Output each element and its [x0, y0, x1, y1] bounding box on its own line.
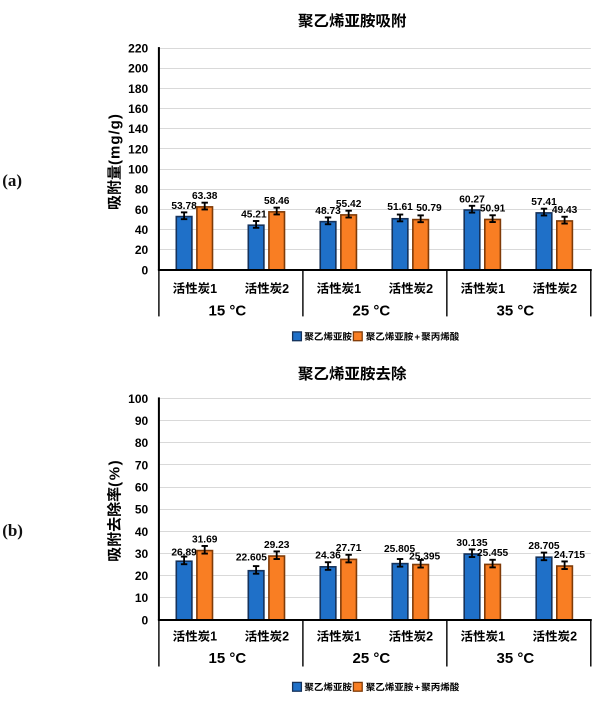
svg-text:(%): (%) — [107, 459, 124, 487]
svg-text:49.43: 49.43 — [552, 205, 578, 216]
svg-text:50: 50 — [135, 503, 149, 517]
svg-text:1: 1 — [210, 630, 217, 644]
svg-text:30.135: 30.135 — [456, 538, 487, 549]
svg-text:60: 60 — [135, 203, 149, 217]
svg-text:50.79: 50.79 — [416, 203, 442, 214]
svg-text:2: 2 — [570, 282, 577, 296]
svg-text:70: 70 — [135, 458, 149, 472]
svg-text:26.89: 26.89 — [171, 547, 197, 558]
svg-text:29.23: 29.23 — [264, 540, 290, 551]
svg-text:180: 180 — [128, 82, 148, 96]
svg-text:24.715: 24.715 — [554, 550, 585, 561]
svg-text:160: 160 — [128, 102, 148, 116]
svg-text:35 °C: 35 °C — [496, 650, 534, 667]
svg-text:20: 20 — [135, 569, 149, 583]
svg-text:20: 20 — [135, 243, 149, 257]
svg-text:35 °C: 35 °C — [496, 302, 534, 319]
svg-text:140: 140 — [128, 122, 148, 136]
svg-text:53.78: 53.78 — [171, 201, 197, 212]
svg-text:2: 2 — [426, 630, 433, 644]
svg-text:63.38: 63.38 — [192, 191, 218, 202]
svg-text:58.46: 58.46 — [264, 196, 290, 207]
svg-text:55.42: 55.42 — [336, 199, 362, 210]
svg-text:1: 1 — [354, 630, 361, 644]
svg-text:22.605: 22.605 — [236, 553, 267, 564]
svg-text:2: 2 — [282, 630, 289, 644]
svg-text:25.395: 25.395 — [409, 551, 440, 562]
svg-text:2: 2 — [426, 282, 433, 296]
svg-text:0: 0 — [142, 263, 149, 277]
svg-text:+: + — [415, 682, 421, 693]
svg-text:(b): (b) — [2, 521, 23, 540]
svg-text:80: 80 — [135, 436, 149, 450]
svg-text:1: 1 — [498, 630, 505, 644]
svg-text:57.41: 57.41 — [531, 197, 557, 208]
svg-text:120: 120 — [128, 142, 148, 156]
svg-text:100: 100 — [128, 163, 148, 177]
svg-text:1: 1 — [210, 282, 217, 296]
svg-text:30: 30 — [135, 547, 149, 561]
svg-text:28.705: 28.705 — [528, 541, 559, 552]
svg-text:220: 220 — [128, 42, 148, 56]
svg-text:25.455: 25.455 — [477, 548, 508, 559]
svg-text:90: 90 — [135, 414, 149, 428]
svg-text:100: 100 — [128, 392, 148, 406]
svg-text:60.27: 60.27 — [459, 194, 485, 205]
svg-text:51.61: 51.61 — [387, 202, 413, 213]
svg-text:25 °C: 25 °C — [353, 650, 391, 667]
svg-text:40: 40 — [135, 525, 149, 539]
svg-text:45.21: 45.21 — [241, 209, 267, 220]
svg-text:48.73: 48.73 — [315, 206, 341, 217]
svg-text:0: 0 — [142, 613, 149, 627]
svg-text:1: 1 — [498, 282, 505, 296]
svg-text:50.91: 50.91 — [480, 204, 506, 215]
svg-text:2: 2 — [570, 630, 577, 644]
svg-text:15 °C: 15 °C — [209, 650, 247, 667]
svg-text:+: + — [415, 332, 421, 343]
svg-text:24.36: 24.36 — [315, 551, 341, 562]
svg-text:200: 200 — [128, 62, 148, 76]
svg-text:15 °C: 15 °C — [209, 302, 247, 319]
svg-text:27.71: 27.71 — [336, 543, 362, 554]
svg-text:(a): (a) — [2, 171, 22, 190]
svg-text:60: 60 — [135, 480, 149, 494]
svg-text:25.805: 25.805 — [384, 544, 415, 555]
svg-text:1: 1 — [354, 282, 361, 296]
svg-text:2: 2 — [282, 282, 289, 296]
svg-text:80: 80 — [135, 183, 149, 197]
svg-text:31.69: 31.69 — [192, 534, 218, 545]
svg-text:25 °C: 25 °C — [353, 302, 391, 319]
svg-text:(mg/g): (mg/g) — [107, 113, 124, 165]
svg-text:40: 40 — [135, 223, 149, 237]
svg-text:10: 10 — [135, 591, 149, 605]
